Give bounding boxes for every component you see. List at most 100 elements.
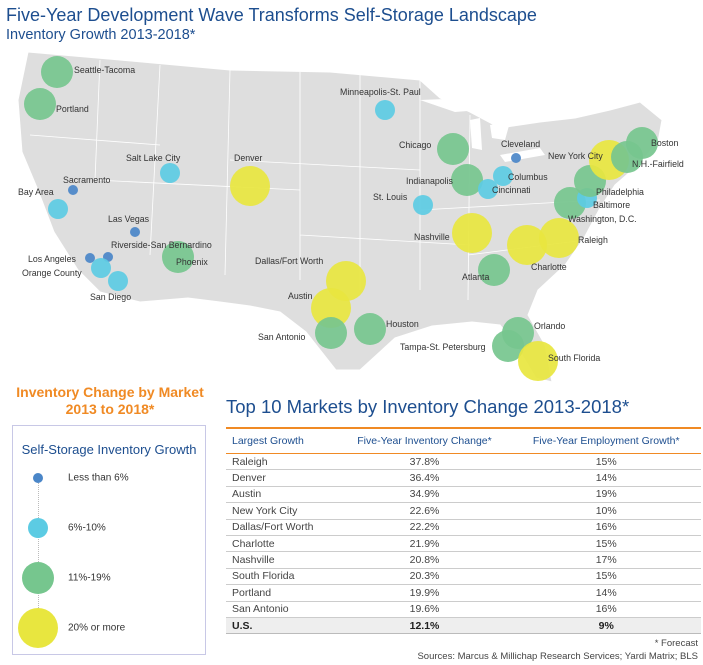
table-row: Portland 19.9% 14% [226,584,701,602]
state-borders [29,59,601,301]
market-marker-sacramento [68,185,78,195]
market-label-philadelphia: Philadelphia [596,187,644,197]
cell-market: Dallas/Fort Worth [226,519,338,536]
market-label-boston: Boston [651,138,678,148]
cell-market: U.S. [226,617,338,635]
market-label-indianapolis: Indianapolis [406,176,454,186]
cell-employment-growth: 10% [511,502,701,520]
market-label-houston: Houston [386,319,419,329]
cell-inventory-change: 19.9% [337,584,512,602]
market-marker-las-vegas [130,227,140,237]
market-label-charlotte: Charlotte [531,262,567,272]
cell-employment-growth: 15% [511,453,701,471]
market-marker-boston [626,127,658,159]
legend-swatch-less-than-6 [33,473,43,483]
cell-employment-growth: 14% [511,584,701,602]
market-label-orlando: Orlando [534,321,565,331]
top-markets-table: Largest Growth Five-Year Inventory Chang… [226,427,701,635]
market-label-portland: Portland [56,104,89,114]
legend-label: 11%-19% [68,572,111,584]
legend-heading: Inventory Change by Market 2013 to 2018* [0,384,220,418]
market-marker-south-florida [518,341,558,381]
market-label-cleveland: Cleveland [501,139,540,149]
market-label-austin: Austin [288,291,313,301]
legend-label: 20% or more [68,622,126,634]
sources: Sources: Marcus & Millichap Research Ser… [417,651,698,662]
market-marker-raleigh [539,218,579,258]
cell-market: Portland [226,584,338,602]
market-marker-atlanta [478,254,510,286]
table-row: South Florida 20.3% 15% [226,568,701,586]
table-row: San Antonio 19.6% 16% [226,601,701,618]
market-marker-cincinnati [478,179,498,199]
legend-connector [38,478,39,628]
market-label-n-h-fairfield: N.H.-Fairfield [632,159,684,169]
cell-inventory-change: 20.3% [337,568,512,586]
legend-heading-line1: Inventory Change by Market [16,384,204,400]
market-marker-los-angeles [85,253,95,263]
market-label-bay-area: Bay Area [18,187,54,197]
cell-market: New York City [226,502,338,520]
cell-employment-growth: 16% [511,519,701,536]
market-marker-columbus [493,166,513,186]
cell-inventory-change: 36.4% [337,469,512,487]
market-marker-portland [24,88,56,120]
legend-title: Self-Storage Inventory Growth [21,442,197,457]
market-label-atlanta: Atlanta [462,272,489,282]
market-label-baltimore: Baltimore [593,200,630,210]
legend-heading-line2: 2013 to 2018* [65,401,155,417]
cell-market: South Florida [226,568,338,586]
market-label-cincinnati: Cincinnati [492,185,531,195]
market-label-nashville: Nashville [414,232,450,242]
market-marker-houston [354,313,386,345]
legend: Self-Storage Inventory Growth Less than … [12,425,206,655]
legend-swatch-20-or-more [18,608,58,648]
table-total-row: U.S. 12.1% 9% [226,617,701,635]
market-marker-salt-lake-city [160,163,180,183]
market-label-seattle-tacoma: Seattle-Tacoma [74,65,135,75]
table-row: Denver 36.4% 14% [226,469,701,487]
table-row: Charlotte 21.9% 15% [226,535,701,553]
cell-employment-growth: 9% [511,617,701,635]
market-label-chicago: Chicago [399,140,431,150]
table-title: Top 10 Markets by Inventory Change 2013-… [226,396,630,417]
market-marker-nashville [452,213,492,253]
cell-inventory-change: 22.6% [337,502,512,520]
cell-inventory-change: 34.9% [337,486,512,504]
market-marker-chicago [437,133,469,165]
cell-market: Raleigh [226,453,338,471]
market-label-phoenix: Phoenix [176,257,208,267]
market-marker-bay-area [48,199,68,219]
market-label-columbus: Columbus [508,172,548,182]
market-marker-tampa-st-petersburg [492,330,524,362]
market-marker-charlotte [507,225,547,265]
market-marker-indianapolis [451,164,483,196]
market-label-raleigh: Raleigh [578,235,608,245]
market-label-minneapolis-st-paul: Minneapolis-St. Paul [340,87,421,97]
table-row: Dallas/Fort Worth 22.2% 16% [226,519,701,536]
cell-inventory-change: 20.8% [337,551,512,569]
cell-employment-growth: 15% [511,535,701,553]
market-label-riverside-san-bernardino: Riverside-San Bernardino [111,240,212,250]
market-label-dallas-fort-worth: Dallas/Fort Worth [255,256,323,266]
table-row: New York City 22.6% 10% [226,502,701,520]
market-marker-denver [230,166,270,206]
cell-inventory-change: 37.8% [337,453,512,471]
market-label-south-florida: South Florida [548,353,600,363]
market-marker-san-diego [108,271,128,291]
table-row: Austin 34.9% 19% [226,486,701,504]
cell-inventory-change: 22.2% [337,519,512,536]
market-label-orange-county: Orange County [22,268,82,278]
col-header-market: Largest Growth [226,428,338,454]
market-label-washington-d-c: Washington, D.C. [568,214,637,224]
cell-employment-growth: 14% [511,469,701,487]
cell-employment-growth: 17% [511,551,701,569]
market-label-las-vegas: Las Vegas [108,214,150,224]
cell-inventory-change: 21.9% [337,535,512,553]
cell-market: Denver [226,469,338,487]
page-title: Five-Year Development Wave Transforms Se… [6,5,537,25]
market-marker-st-louis [413,195,433,215]
col-header-inventory-change: Five-Year Inventory Change* [337,428,512,454]
cell-employment-growth: 16% [511,601,701,618]
page-subtitle: Inventory Growth 2013-2018* [6,27,196,43]
